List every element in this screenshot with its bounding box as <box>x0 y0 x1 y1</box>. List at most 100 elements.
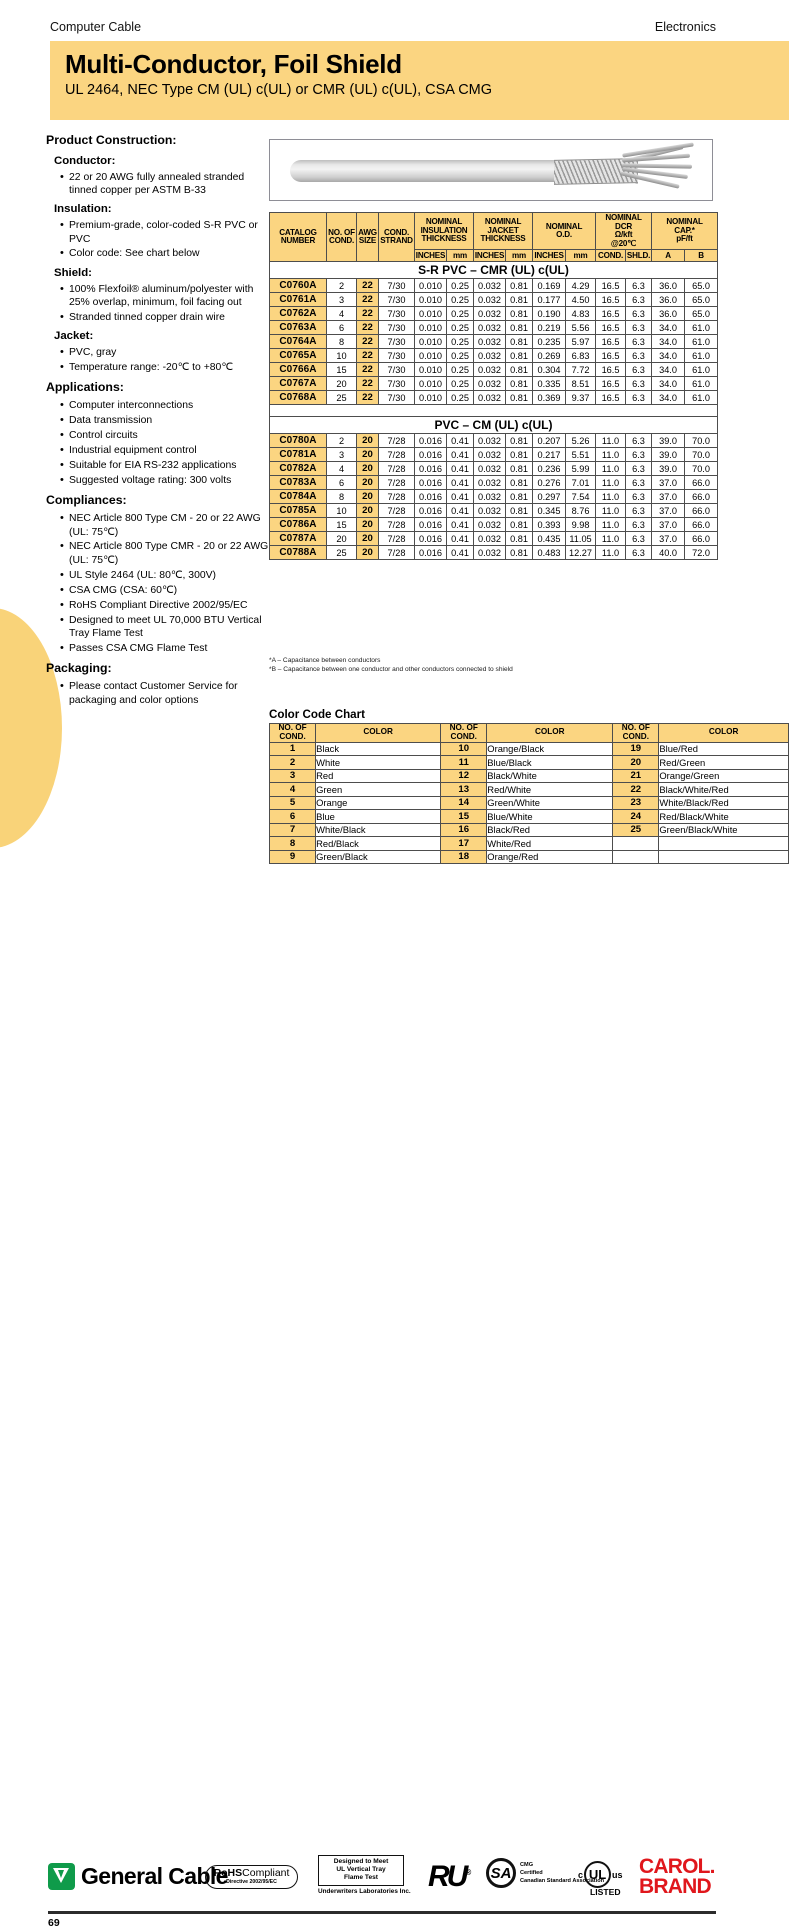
cell-value: 0.032 <box>473 362 507 378</box>
cell-value: 16.5 <box>595 348 627 364</box>
cell-awg-size: 22 <box>356 376 379 392</box>
cell-value: 0.032 <box>473 517 507 533</box>
cell-color-name: Orange/Black <box>486 741 614 757</box>
runhead-left: Computer Cable <box>50 20 142 34</box>
cell-value: 0.81 <box>505 306 534 322</box>
cell-value: 12.27 <box>565 545 597 561</box>
cell-value: 34.0 <box>651 376 686 392</box>
table-spacer <box>268 404 719 418</box>
cell-value: 0.032 <box>473 461 507 477</box>
table-row: C0767A 20 22 7/30 0.010 0.25 0.032 0.81 0.335 8.5… <box>269 376 719 392</box>
cell-value: 6.3 <box>625 376 653 392</box>
cell-catalog-number: C0782A <box>269 461 327 477</box>
cell-cond-number: 6 <box>268 809 317 824</box>
cell-value: 0.369 <box>532 390 567 406</box>
cell-value: 0.41 <box>445 503 475 519</box>
color-chart-body: 1 Black 10 Orange/Black 19 Blue/Red 2 White 11 Bl… <box>268 741 789 865</box>
cell-value: 0.032 <box>473 278 507 294</box>
cell-awg-size: 20 <box>356 433 379 449</box>
cell-value: 61.0 <box>684 376 719 392</box>
cell-value: 7/30 <box>378 348 415 364</box>
cell-value: 0.276 <box>532 475 567 491</box>
insulation-list: Premium-grade, color-coded S-R PVC or PV… <box>60 218 274 261</box>
general-cable-logo: General Cable <box>48 1863 228 1890</box>
cell-value: 61.0 <box>684 362 719 378</box>
cell-value: 6.83 <box>565 348 597 364</box>
cable-jacket <box>290 160 558 182</box>
th-no-of-cond-2: NO. OF COND. <box>440 723 488 743</box>
ul-listed-badge: c UL us <box>578 1861 623 1888</box>
cell-cond-number: 7 <box>268 822 317 838</box>
cell-value: 6.3 <box>625 489 653 505</box>
cell-value: 61.0 <box>684 390 719 406</box>
cell-color-name: Orange/Green <box>658 768 789 784</box>
cell-value: 11.0 <box>595 489 627 505</box>
cell-awg-size: 22 <box>356 278 379 294</box>
th-ins-inches: INCHES <box>414 249 447 263</box>
cell-value: 16.5 <box>595 362 627 378</box>
cell-value: 0.010 <box>414 348 447 364</box>
table-row: 1 Black 10 Orange/Black 19 Blue/Red <box>268 741 789 757</box>
cell-value: 7/28 <box>378 517 415 533</box>
spec-header-row-1: CATALOG NUMBER NO. OF COND. AWG SIZE CON… <box>269 211 719 263</box>
cell-cond-number: 5 <box>268 795 317 811</box>
cell-value: 7/28 <box>378 503 415 519</box>
cell-catalog-number: C0768A <box>269 390 327 406</box>
th-cond-strand: COND. STRAND <box>378 211 415 263</box>
cell-awg-size: 20 <box>356 517 379 533</box>
cell-value: 4 <box>326 461 357 477</box>
cell-value: 0.41 <box>445 461 475 477</box>
cell-color-name: Green <box>315 782 442 797</box>
cell-awg-size: 22 <box>356 348 379 364</box>
cell-value: 0.81 <box>505 334 534 350</box>
cell-awg-size: 20 <box>356 503 379 519</box>
cell-awg-size: 20 <box>356 461 379 477</box>
color-chart-header-row: NO. OF COND. COLOR NO. OF COND. COLOR NO… <box>268 723 789 743</box>
list-item: Temperature range: -20℃ to +80℃ <box>60 360 274 375</box>
cell-cond-number: 23 <box>612 795 660 811</box>
cell-awg-size: 22 <box>356 362 379 378</box>
cell-value: 0.032 <box>473 503 507 519</box>
cell-catalog-number: C0784A <box>269 489 327 505</box>
spec-header-row-2: INCHES mm INCHES mm INCHES mm COND. SHLD… <box>270 249 719 263</box>
specification-table: CATALOG NUMBER NO. OF COND. AWG SIZE CON… <box>268 211 719 561</box>
cell-value: 16.5 <box>595 320 627 336</box>
cell-value: 0.81 <box>505 447 534 463</box>
ul-flame-test-badge: Designed to Meet UL Vertical Tray Flame … <box>318 1855 411 1895</box>
cell-value: 7/28 <box>378 489 415 505</box>
cell-value: 6 <box>326 320 357 336</box>
cell-value: 2 <box>326 433 357 449</box>
compliances-heading: Compliances: <box>46 493 127 508</box>
cell-empty <box>658 849 789 865</box>
th-cap-b: B <box>684 249 719 263</box>
cell-value: 10 <box>326 348 357 364</box>
cell-value: 0.032 <box>473 390 507 406</box>
cell-value: 0.81 <box>505 376 534 392</box>
cell-value: 0.81 <box>505 517 534 533</box>
cell-value: 3 <box>326 447 357 463</box>
cell-value: 0.81 <box>505 292 534 308</box>
table-row: C0766A 15 22 7/30 0.010 0.25 0.032 0.81 0.304 7.7… <box>269 362 719 378</box>
cell-catalog-number: C0762A <box>269 306 327 322</box>
cell-value: 0.032 <box>473 433 507 449</box>
cell-value: 39.0 <box>651 433 686 449</box>
cell-value: 66.0 <box>684 517 719 533</box>
cell-value: 0.032 <box>473 320 507 336</box>
cell-value: 0.236 <box>532 461 567 477</box>
cell-value: 7/28 <box>378 447 415 463</box>
th-jkt-inches: INCHES <box>473 249 507 263</box>
cell-value: 6.3 <box>625 292 653 308</box>
cell-value: 0.207 <box>532 433 567 449</box>
cell-value: 0.25 <box>445 292 475 308</box>
cell-value: 0.016 <box>414 475 447 491</box>
cell-value: 0.010 <box>414 376 447 392</box>
cell-value: 16.5 <box>595 278 627 294</box>
rohs-compliant-badge: RoHSCompliant Directive 2002/95/EC <box>205 1865 298 1889</box>
cell-value: 0.297 <box>532 489 567 505</box>
cell-value: 0.016 <box>414 433 447 449</box>
cell-awg-size: 22 <box>356 334 379 350</box>
cell-awg-size: 20 <box>356 447 379 463</box>
cell-value: 34.0 <box>651 348 686 364</box>
cell-value: 16.5 <box>595 292 627 308</box>
list-item: PVC, gray <box>60 345 274 360</box>
